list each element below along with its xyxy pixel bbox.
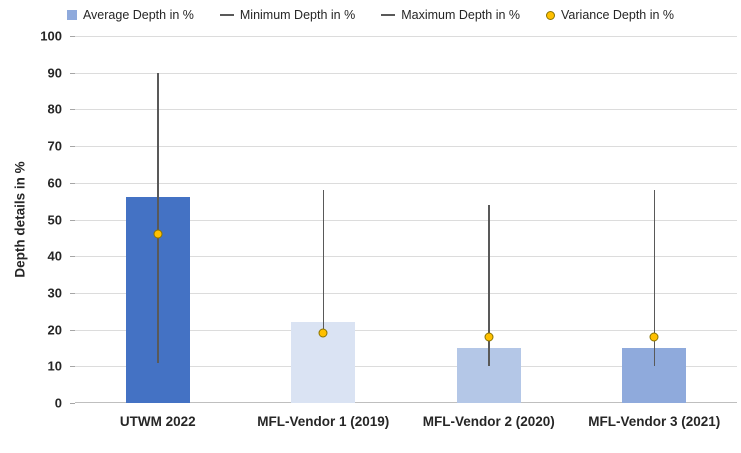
y-tick-label: 40 — [47, 248, 62, 264]
legend-dash-icon — [219, 14, 234, 16]
y-tick-label: 30 — [47, 285, 62, 301]
gridline — [75, 292, 737, 294]
legend-circle-icon — [546, 10, 556, 20]
variance-point — [153, 229, 163, 239]
legend-item: Minimum Depth in % — [219, 8, 356, 22]
y-tick-mark — [70, 329, 75, 331]
x-category-label: MFL-Vendor 3 (2021) — [588, 414, 721, 429]
legend-dash-icon — [381, 14, 396, 16]
gridline — [75, 182, 737, 184]
y-tick-label: 50 — [47, 212, 62, 227]
gridline — [75, 219, 737, 221]
x-category-label: UTWM 2022 — [119, 414, 196, 429]
variance-point — [318, 328, 328, 338]
gridline — [75, 256, 737, 258]
legend-item: Variance Depth in % — [546, 8, 674, 22]
y-tick-label: 60 — [47, 175, 62, 191]
y-tick-label: 0 — [54, 395, 62, 411]
y-tick-label: 70 — [47, 138, 62, 154]
gridline — [75, 366, 737, 368]
y-tick-label: 10 — [47, 358, 62, 374]
x-category-label: MFL-Vendor 1 (2019) — [257, 414, 390, 429]
y-tick-label: 100 — [40, 28, 62, 44]
gridline — [75, 36, 737, 37]
y-tick-label: 90 — [47, 65, 62, 81]
y-tick-label: 80 — [47, 101, 62, 117]
gridline — [75, 146, 737, 148]
x-axis-line — [75, 402, 737, 403]
y-tick-mark — [70, 146, 75, 148]
y-tick-mark — [70, 403, 75, 404]
y-tick-mark — [70, 182, 75, 184]
y-tick-label: 20 — [47, 322, 62, 338]
legend-square-icon — [66, 10, 77, 20]
min-max-whisker — [322, 190, 324, 334]
chart-legend: Average Depth in % Minimum Depth in % Maxi… — [0, 8, 741, 22]
y-tick-mark — [70, 256, 75, 258]
legend-label: Maximum Depth in % — [401, 8, 521, 22]
gridline — [75, 329, 737, 331]
legend-label: Variance Depth in % — [561, 8, 675, 22]
y-tick-mark — [70, 109, 75, 111]
gridline — [75, 72, 737, 74]
y-axis-ticks: 0 10 20 30 40 50 60 70 80 90 100 — [0, 0, 62, 453]
legend-item: Maximum Depth in % — [381, 8, 520, 22]
gridline — [75, 109, 737, 111]
legend-label: Minimum Depth in % — [239, 8, 356, 22]
y-tick-mark — [70, 72, 75, 74]
y-tick-mark — [70, 292, 75, 294]
min-max-whisker — [653, 190, 655, 367]
legend-item: Average Depth in % — [66, 8, 194, 22]
y-tick-mark — [70, 36, 75, 37]
y-tick-mark — [70, 366, 75, 368]
x-category-label: MFL-Vendor 2 (2020) — [422, 414, 555, 429]
variance-point — [649, 332, 659, 342]
y-tick-mark — [70, 219, 75, 221]
min-max-whisker — [157, 72, 159, 363]
variance-point — [484, 332, 494, 342]
min-max-whisker — [488, 204, 490, 367]
plot-area — [75, 36, 737, 403]
legend-label: Average Depth in % — [82, 8, 194, 22]
